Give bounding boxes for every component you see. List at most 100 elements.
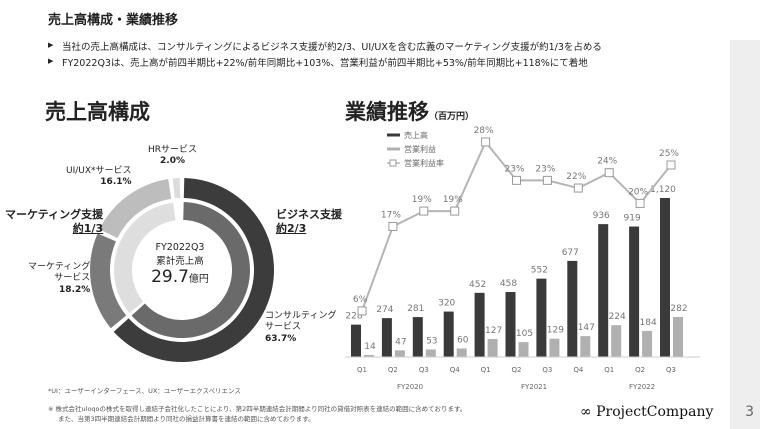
- profit-label: 60: [457, 335, 469, 345]
- donut-segment: [113, 178, 275, 362]
- revenue-bar: [536, 278, 547, 357]
- margin-point: [542, 175, 552, 185]
- revenue-label: 320: [438, 299, 455, 309]
- margin-point: [388, 221, 398, 231]
- revenue-label: 552: [531, 266, 548, 276]
- x-tick-label: Q4: [573, 366, 584, 374]
- legend-label: 営業利益: [404, 144, 436, 154]
- profit-label: 129: [547, 326, 564, 336]
- revenue-bar: [660, 198, 670, 357]
- label-consulting: コンサルティング サービス 63.7%: [265, 311, 337, 344]
- revenue-label: 677: [562, 248, 579, 258]
- fiscal-year-label: FY2021: [521, 383, 547, 391]
- margin-label: 19%: [443, 195, 463, 205]
- margin-label: 17%: [381, 210, 401, 220]
- profit-label: 184: [640, 318, 657, 328]
- profit-bar: [456, 348, 467, 357]
- x-tick-label: Q1: [604, 366, 614, 374]
- profit-bar: [364, 355, 374, 357]
- label-marketing: マーケティング サービス 18.2%: [28, 262, 91, 295]
- profit-label: 127: [485, 326, 502, 336]
- profit-label: 224: [609, 312, 626, 322]
- label-marketing-group: マーケティング支援 約1/3: [5, 208, 104, 235]
- revenue-label: 281: [407, 304, 424, 314]
- x-tick-label: Q1: [357, 366, 367, 374]
- revenue-label: 452: [469, 280, 486, 290]
- margin-label: 6%: [353, 295, 368, 305]
- legend-label: 売上高: [404, 130, 428, 140]
- margin-point: [666, 160, 676, 170]
- revenue-bar: [567, 260, 578, 357]
- profit-label: 282: [670, 304, 687, 314]
- brand-logo: ∞ ProjectCompany: [580, 404, 714, 420]
- footnote-uiux: *UI：ユーザーインターフェース、UX：ユーザーエクスペリエンス: [48, 387, 241, 395]
- fiscal-year-label: FY2022: [629, 383, 655, 391]
- profit-label: 14: [364, 342, 376, 352]
- legend-label: 営業利益率: [404, 158, 444, 168]
- margin-label: 23%: [504, 164, 524, 174]
- page-number: 3: [745, 404, 754, 420]
- margin-point: [573, 183, 583, 193]
- margin-label: 25%: [659, 149, 679, 159]
- profit-bar: [642, 330, 653, 357]
- revenue-label: 458: [500, 279, 517, 289]
- donut-inner-marketing: [114, 202, 176, 314]
- margin-label: 19%: [412, 195, 432, 205]
- revenue-bar: [505, 291, 516, 357]
- donut-center: FY2022Q3 累計売上高 29.7億円: [151, 242, 209, 287]
- margin-point: [481, 137, 491, 147]
- profit-bar: [611, 325, 622, 357]
- revenue-label: 274: [376, 305, 393, 315]
- margin-label: 22%: [566, 172, 586, 182]
- x-tick-label: Q3: [542, 366, 552, 374]
- profit-bar: [487, 338, 498, 357]
- composition-donut: [90, 178, 275, 362]
- label-uiux: UI/UX*サービス 16.1%: [66, 166, 132, 188]
- margin-label: 20%: [628, 187, 648, 197]
- revenue-bar: [412, 317, 423, 357]
- margin-label: 23%: [535, 164, 555, 174]
- side-strip: [730, 40, 760, 429]
- label-hr: HRサービス 2.0%: [148, 145, 198, 167]
- profit-bar: [394, 350, 405, 357]
- composition-title: 売上高構成: [45, 100, 150, 124]
- margin-point: [450, 206, 460, 216]
- x-tick-label: Q2: [512, 366, 522, 374]
- profit-bar: [580, 336, 591, 357]
- revenue-bar: [381, 318, 392, 357]
- legend-marker: [389, 159, 397, 167]
- margin-label: 28%: [474, 126, 494, 136]
- revenue-label: 936: [593, 211, 610, 221]
- revenue-label: 1,120: [650, 185, 676, 195]
- fiscal-year-label: FY2020: [397, 383, 423, 391]
- bullet-2: ▶ FY2022Q3は、売上高が前四半期比+22%/前年同期比+103%、営業利益…: [48, 57, 588, 69]
- revenue-label: 919: [624, 214, 641, 224]
- revenue-bar: [598, 224, 609, 357]
- revenue-bar: [351, 324, 361, 357]
- x-tick-label: Q2: [388, 366, 398, 374]
- donut-inner-business: [131, 202, 250, 338]
- revenue-bar: [474, 292, 485, 357]
- margin-point: [635, 198, 645, 208]
- profit-label: 147: [578, 323, 595, 333]
- margin-point: [604, 168, 614, 178]
- profit-bar: [518, 342, 529, 357]
- triangle-bullet-icon: ▶: [48, 41, 54, 49]
- footnote-2: また、当第3四半期連結会計期間より同社の損益計算書を連結の範囲に含めております。: [58, 415, 315, 423]
- donut-segment: [90, 233, 127, 329]
- x-tick-label: Q2: [635, 366, 645, 374]
- profit-bar: [425, 349, 436, 357]
- page-title: 売上高構成・業績推移: [48, 13, 179, 28]
- profit-label: 105: [516, 329, 533, 339]
- performance-title: 業績推移（百万円）: [345, 100, 475, 124]
- margin-point: [512, 175, 521, 185]
- x-tick-label: Q3: [419, 366, 429, 374]
- label-business-group: ビジネス支援 約2/3: [276, 208, 342, 235]
- profit-label: 47: [395, 337, 406, 347]
- donut-segment: [172, 178, 181, 199]
- revenue-bar: [443, 311, 454, 357]
- margin-point: [357, 306, 367, 316]
- x-tick-label: Q4: [450, 366, 461, 374]
- x-tick-label: Q1: [481, 366, 491, 374]
